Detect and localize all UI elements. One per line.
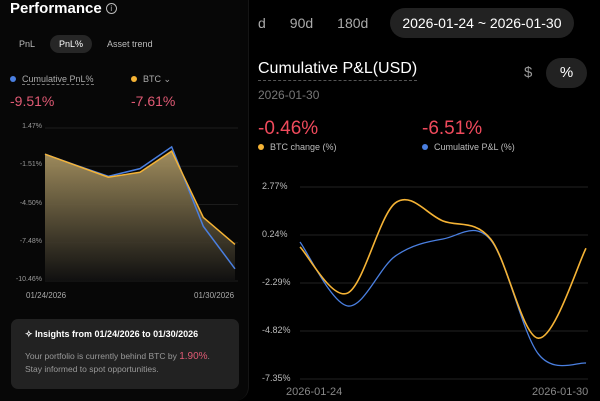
period-90d[interactable]: 90d [289, 15, 314, 31]
y-tick: -1.51% [19, 161, 42, 169]
y-tick: -10.46% [15, 276, 42, 283]
chart-title[interactable]: Cumulative P&L(USD) [258, 60, 418, 81]
btc-value: -7.61% [131, 93, 176, 109]
legend-cumulative-pnl-label: Cumulative P&L (%) [434, 142, 515, 152]
x-tick-start-right: 2026-01-24 [286, 386, 343, 398]
btc-change-value: -0.46% [258, 118, 319, 139]
legend-btc[interactable]: BTC ⌄ [131, 74, 171, 85]
btc-line [44, 149, 236, 246]
tab-pnl-percent[interactable]: PnL% [50, 35, 93, 53]
usd-toggle[interactable]: $ [524, 64, 533, 81]
period-d[interactable]: d [258, 15, 266, 31]
btc-area [45, 151, 235, 281]
insights-card: ✧ Insights from 01/24/2026 to 01/30/2026… [11, 319, 239, 389]
date-range-button[interactable]: 2026-01-24 ~ 2026-01-30 [390, 8, 574, 38]
legend-pnl-label: Cumulative PnL% [22, 74, 94, 85]
y-tick: -7.35% [262, 373, 291, 383]
insights-text-after: . [207, 351, 210, 361]
y-tick: -4.50% [19, 199, 42, 207]
legend-cumulative-pnl[interactable]: Cumulative PnL% [10, 74, 94, 85]
sparkle-icon: ✧ [25, 329, 36, 339]
tab-pnl[interactable]: PnL [19, 39, 36, 49]
blue-dot-icon [422, 144, 428, 150]
info-icon[interactable]: i [105, 3, 117, 14]
y-tick: 0.24% [262, 229, 288, 239]
performance-title-text: Performance [10, 0, 102, 17]
chart-date: 2026-01-30 [258, 88, 320, 102]
performance-panel: Performance i PnL PnL% Asset trend Cumula… [0, 0, 249, 401]
insights-line2: Stay informed to spot opportunities. [25, 364, 159, 374]
yellow-dot-icon [131, 76, 137, 82]
y-tick: -7.48% [19, 237, 42, 245]
yellow-dot-icon [258, 144, 264, 150]
percent-toggle[interactable]: % [546, 58, 587, 88]
y-tick: 1.47% [22, 123, 42, 130]
cumulative-pnl-value: -6.51% [422, 118, 483, 139]
performance-tabs: PnL PnL% Asset trend [10, 35, 162, 53]
btc-change-line [299, 198, 587, 340]
y-tick: -4.82% [262, 325, 291, 335]
tab-asset-trend[interactable]: Asset trend [107, 39, 153, 49]
blue-dot-icon [10, 76, 16, 82]
cumulative-pnl-line [299, 229, 587, 367]
x-tick-end: 01/30/2026 [194, 291, 235, 300]
chevron-down-icon: ⌄ [163, 74, 172, 84]
period-180d[interactable]: 180d [337, 15, 369, 31]
legend-btc-change-label: BTC change (%) [270, 142, 337, 152]
insights-text-before: Your portfolio is currently behind BTC b… [25, 351, 180, 361]
y-tick: 2.77% [262, 181, 288, 191]
x-tick-start: 01/24/2026 [26, 291, 67, 300]
insights-text: Your portfolio is currently behind BTC b… [25, 350, 225, 375]
insights-highlight: 1.90% [179, 351, 208, 362]
y-tick: -2.29% [262, 277, 291, 287]
x-tick-end-right: 2026-01-30 [532, 386, 589, 398]
period-tabs: d 90d 180d 2026-01-24 ~ 2026-01-30 [258, 8, 574, 38]
performance-title: Performance i [10, 0, 117, 17]
insights-title: Insights from 01/24/2026 to 01/30/2026 [35, 329, 199, 339]
legend-cumulative-pnl-right: Cumulative P&L (%) [422, 142, 515, 152]
legend-btc-label: BTC [143, 74, 161, 84]
legend-btc-change: BTC change (%) [258, 142, 337, 152]
pnl-value: -9.51% [10, 93, 55, 109]
